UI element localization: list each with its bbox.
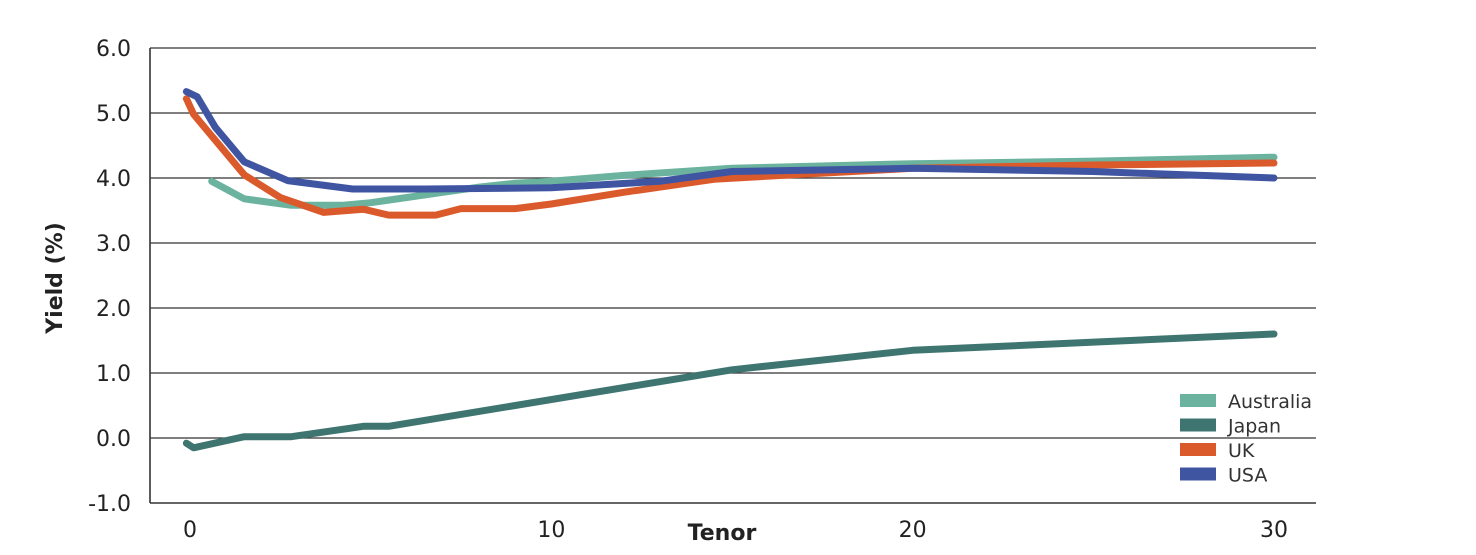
legend-swatch-japan — [1180, 418, 1216, 432]
legend-swatch-uk — [1180, 443, 1216, 456]
gridlines — [150, 47, 1316, 439]
series-line-usa — [182, 88, 1278, 193]
series-lines — [182, 88, 1278, 452]
y-tick-label: 2.0 — [96, 297, 131, 322]
legend-swatch-australia — [1180, 394, 1216, 407]
x-tick-labels: 0 10 20 30 — [183, 518, 1288, 543]
y-tick-label: 6.0 — [96, 37, 131, 62]
series-line-uk — [182, 95, 1278, 219]
x-tick-label: 30 — [1260, 518, 1288, 543]
legend-label-australia: Australia — [1228, 391, 1312, 413]
y-tick-label: 0.0 — [96, 427, 131, 452]
y-tick-label: 5.0 — [96, 102, 131, 127]
x-tick-label: 20 — [899, 518, 927, 543]
x-tick-label: 0 — [183, 518, 197, 543]
y-tick-label: 3.0 — [96, 232, 131, 257]
x-axis-title: Tenor — [688, 521, 757, 546]
y-tick-label: -1.0 — [88, 492, 131, 517]
x-tick-label: 10 — [537, 518, 565, 543]
y-axis-title: Yield (%) — [43, 222, 68, 335]
legend-swatch-usa — [1180, 467, 1216, 481]
legend-label-usa: USA — [1228, 465, 1267, 487]
y-tick-label: 1.0 — [96, 362, 131, 387]
y-tick-labels: -1.0 0.0 1.0 2.0 3.0 4.0 5.0 6.0 — [88, 37, 131, 517]
legend-label-japan: Japan — [1227, 416, 1281, 438]
y-tick-label: 4.0 — [96, 167, 131, 192]
axes — [149, 48, 1316, 504]
series-line-japan — [182, 330, 1278, 452]
legend-label-uk: UK — [1228, 440, 1255, 462]
